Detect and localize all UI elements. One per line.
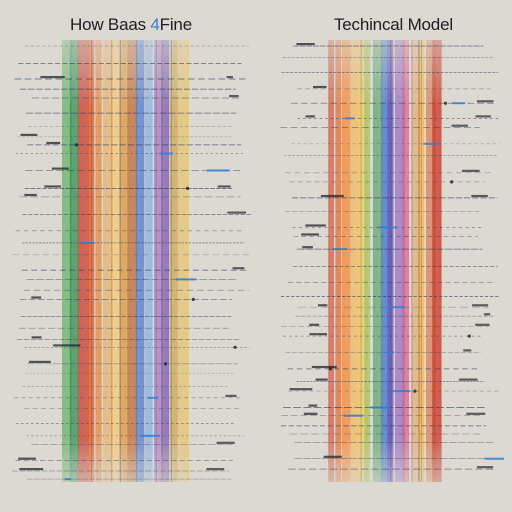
left-label-block bbox=[19, 468, 44, 471]
right-blue-tick bbox=[378, 226, 397, 229]
right-label-block bbox=[476, 466, 494, 469]
left-node-dot bbox=[186, 186, 190, 190]
left-node-dot bbox=[191, 297, 195, 301]
left-label-block bbox=[229, 95, 239, 98]
left-panel-title: How Baas 4Fine bbox=[70, 14, 192, 36]
right-node-dot bbox=[328, 367, 333, 371]
right-blue-tick bbox=[484, 457, 504, 460]
right-label-block bbox=[296, 43, 315, 46]
left-label-block bbox=[31, 296, 42, 299]
left-blue-tick bbox=[159, 152, 173, 155]
left-blue-tick bbox=[140, 434, 160, 437]
right-label-block bbox=[475, 115, 491, 118]
left-blue-tick bbox=[147, 396, 158, 399]
left-label-block bbox=[53, 344, 81, 347]
right-label-block bbox=[315, 378, 328, 381]
right-label-block bbox=[472, 304, 489, 307]
right-panel bbox=[280, 40, 504, 482]
left-label-block bbox=[226, 76, 233, 79]
right-label-block bbox=[289, 388, 313, 391]
right-blue-tick bbox=[344, 117, 355, 120]
right-node-dot bbox=[443, 101, 448, 105]
right-node-dot bbox=[413, 389, 417, 393]
right-label-block bbox=[462, 169, 480, 172]
right-blue-tick bbox=[388, 306, 404, 309]
left-label-block bbox=[20, 133, 38, 136]
right-label-block bbox=[463, 349, 472, 352]
left-title-accent: 4 bbox=[150, 15, 160, 34]
right-label-block bbox=[301, 233, 319, 236]
right-label-block bbox=[475, 323, 490, 326]
right-label-block bbox=[302, 246, 313, 249]
left-label-block bbox=[206, 468, 225, 471]
right-blue-tick bbox=[332, 248, 347, 251]
left-label-block bbox=[227, 211, 246, 214]
right-label-block bbox=[311, 365, 337, 369]
left-label-block bbox=[18, 457, 36, 460]
left-fade bbox=[60, 40, 188, 482]
right-blue-tick bbox=[391, 390, 411, 393]
right-label-block bbox=[305, 115, 315, 118]
right-label-block bbox=[484, 313, 491, 316]
right-node-dot bbox=[467, 334, 471, 338]
left-label-block bbox=[217, 185, 231, 188]
left-title-suffix: Fine bbox=[159, 15, 192, 34]
right-node-dot bbox=[450, 180, 454, 184]
left-label-block bbox=[51, 167, 69, 170]
right-label-block bbox=[308, 404, 318, 407]
left-blue-tick bbox=[206, 169, 230, 172]
left-panel bbox=[12, 40, 252, 482]
right-label-block bbox=[320, 194, 344, 198]
right-blue-tick bbox=[452, 102, 466, 105]
left-label-block bbox=[216, 441, 235, 444]
left-node-dot bbox=[164, 362, 168, 366]
left-label-block bbox=[44, 185, 61, 188]
right-blue-tick bbox=[423, 142, 439, 145]
left-blue-tick bbox=[64, 478, 71, 481]
right-blue-tick bbox=[343, 414, 364, 417]
right-label-block bbox=[303, 412, 318, 415]
right-label-block bbox=[476, 100, 494, 103]
right-label-block bbox=[323, 455, 342, 458]
right-blue-tick bbox=[370, 406, 391, 409]
left-node-dot bbox=[74, 143, 78, 147]
right-panel-title: Techincal Model bbox=[334, 15, 453, 34]
right-label-block bbox=[305, 224, 326, 227]
right-label-block bbox=[466, 412, 486, 415]
left-label-block bbox=[46, 141, 61, 145]
left-label-block bbox=[225, 394, 237, 397]
left-label-block bbox=[28, 360, 51, 363]
right-blue-tick bbox=[387, 351, 395, 354]
right-label-block bbox=[471, 194, 488, 198]
left-blue-tick bbox=[175, 278, 197, 281]
left-title-prefix: How Baas bbox=[70, 15, 151, 34]
left-label-block bbox=[31, 336, 42, 339]
right-label-block bbox=[313, 85, 327, 89]
left-label-block bbox=[24, 193, 37, 197]
right-label-block bbox=[451, 124, 468, 127]
right-label-block bbox=[458, 378, 478, 381]
left-label-block bbox=[40, 76, 65, 79]
right-label-block bbox=[318, 304, 328, 307]
left-blue-tick bbox=[81, 241, 95, 244]
right-label-block bbox=[309, 323, 320, 326]
left-label-block bbox=[232, 267, 245, 270]
right-label-block bbox=[309, 333, 327, 336]
left-node-dot bbox=[233, 345, 237, 349]
